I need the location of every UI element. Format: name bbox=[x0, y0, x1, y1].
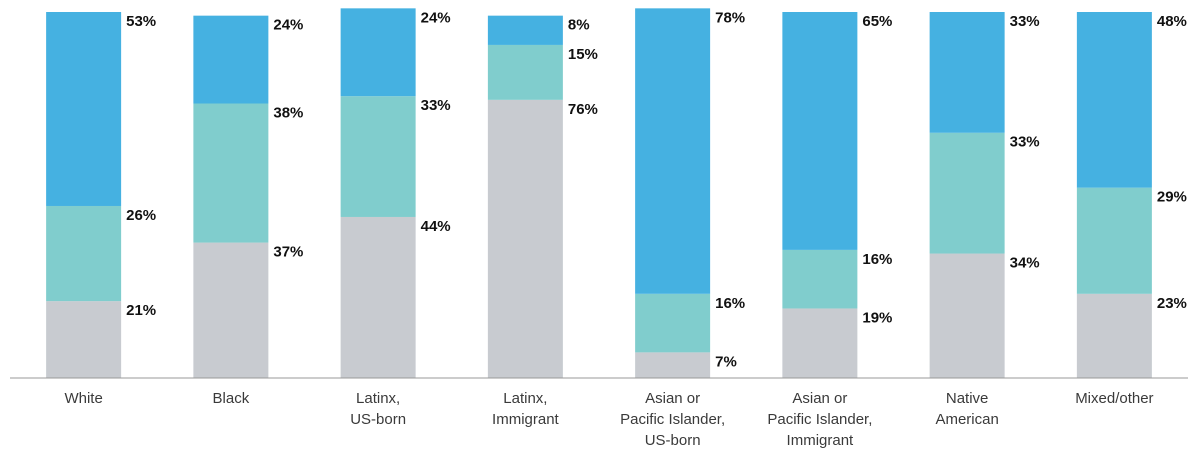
x-tick-label: Latinx, Immigrant bbox=[492, 390, 560, 428]
bar-segment bbox=[1076, 187, 1152, 294]
value-label: 34% bbox=[1010, 255, 1040, 272]
x-tick-label: Native American bbox=[935, 390, 998, 428]
bar-segment bbox=[929, 132, 1005, 254]
bar-segment bbox=[46, 12, 122, 206]
bar-segment bbox=[1076, 293, 1152, 378]
value-label: 19% bbox=[862, 309, 892, 326]
value-label: 8% bbox=[568, 17, 590, 34]
bar-segment bbox=[929, 253, 1005, 378]
value-label: 33% bbox=[1010, 13, 1040, 30]
value-label: 33% bbox=[421, 97, 451, 114]
value-label: 37% bbox=[273, 244, 303, 261]
bar-segment bbox=[635, 293, 711, 353]
bar-segment bbox=[193, 242, 269, 378]
value-label: 16% bbox=[862, 251, 892, 268]
value-label: 53% bbox=[126, 13, 156, 30]
value-label: 21% bbox=[126, 302, 156, 319]
bar-segment bbox=[487, 15, 563, 45]
value-label: 24% bbox=[273, 17, 303, 34]
value-label: 26% bbox=[126, 207, 156, 224]
x-tick-label: Latinx, US-born bbox=[350, 390, 406, 428]
bar-segment bbox=[487, 44, 563, 100]
x-tick-label: White bbox=[64, 390, 102, 407]
x-tick-label: Asian or Pacific Islander, US-born bbox=[620, 390, 725, 449]
value-label: 24% bbox=[421, 9, 451, 26]
bar-segment bbox=[46, 205, 122, 302]
value-label: 76% bbox=[568, 101, 598, 118]
bar-segment bbox=[340, 8, 416, 97]
value-label: 29% bbox=[1157, 189, 1187, 206]
value-label: 7% bbox=[715, 353, 737, 370]
value-label: 48% bbox=[1157, 13, 1187, 30]
bar-segment bbox=[193, 103, 269, 243]
value-label: 15% bbox=[568, 46, 598, 63]
bar-segment bbox=[929, 12, 1005, 133]
bar-segment bbox=[1076, 12, 1152, 188]
bar-segment bbox=[340, 96, 416, 217]
value-label: 65% bbox=[862, 13, 892, 30]
x-tick-label: Black bbox=[213, 390, 250, 407]
bar-segment bbox=[487, 99, 563, 378]
bar-segment bbox=[193, 15, 269, 104]
bar-segment bbox=[340, 216, 416, 378]
value-label: 78% bbox=[715, 9, 745, 26]
bar-segment bbox=[46, 301, 122, 378]
bar-segment bbox=[635, 8, 711, 294]
value-label: 23% bbox=[1157, 295, 1187, 312]
x-tick-label: Mixed/other bbox=[1075, 390, 1153, 407]
value-label: 44% bbox=[421, 218, 451, 235]
bar-segment bbox=[635, 352, 711, 378]
bar-segment bbox=[782, 308, 858, 378]
value-label: 38% bbox=[273, 104, 303, 121]
value-label: 16% bbox=[715, 295, 745, 312]
bar-segment bbox=[782, 249, 858, 309]
x-tick-label: Asian or Pacific Islander, Immigrant bbox=[767, 390, 872, 449]
value-label: 33% bbox=[1010, 134, 1040, 151]
bar-segment bbox=[782, 12, 858, 250]
